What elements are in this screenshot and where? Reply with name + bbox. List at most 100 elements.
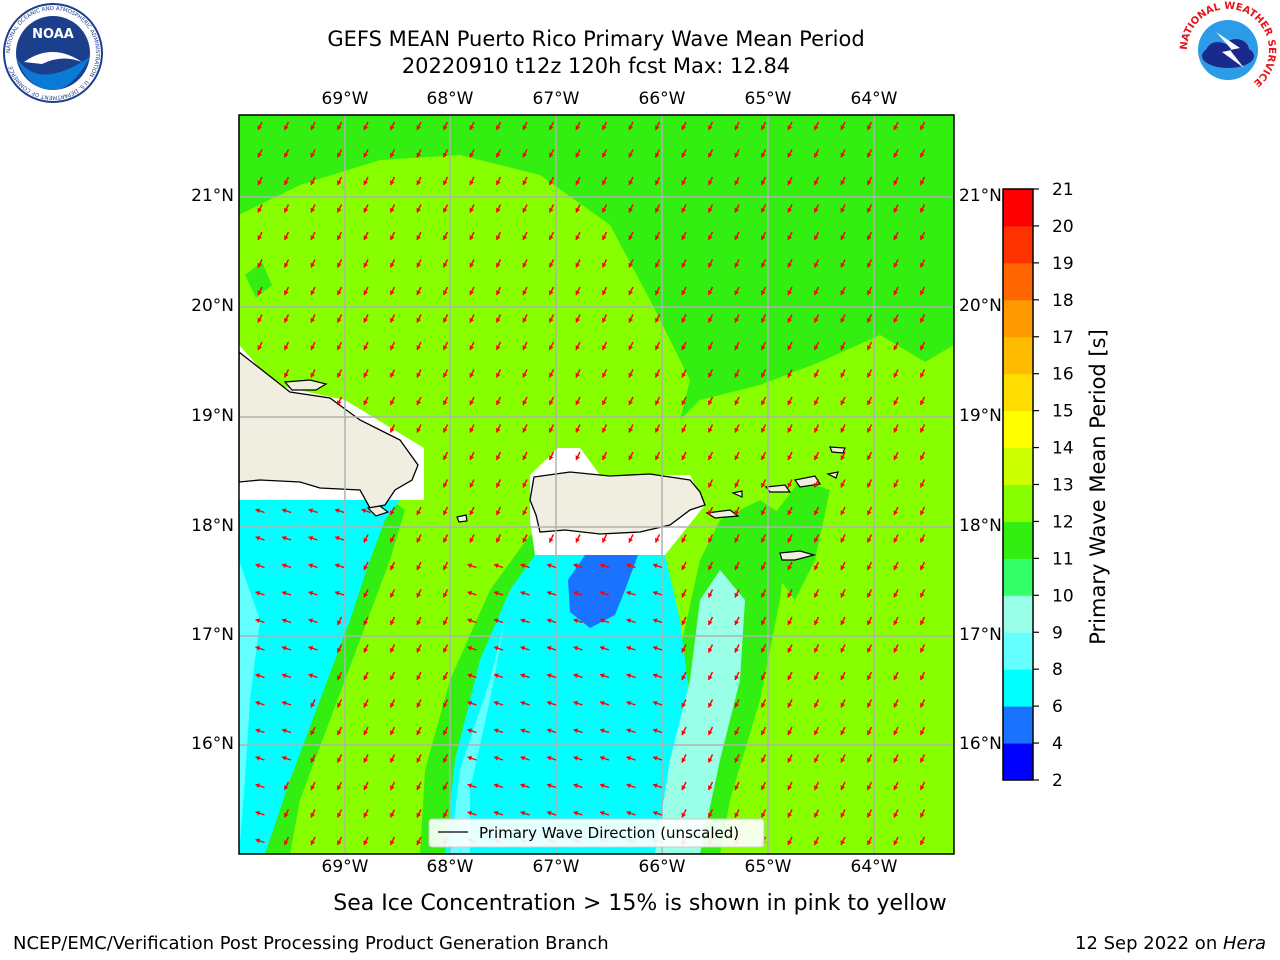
wave-arrow-head [840,207,846,213]
wave-arrow-head [416,235,422,240]
wave-arrow-head [494,590,499,596]
wave-arrow-head [761,317,766,323]
wave-arrow-head [308,673,314,679]
wave-arrow-head [255,508,261,514]
wave-arrow-head [520,645,526,651]
wave-arrow-head [602,207,607,213]
wave-arrow-head [653,645,658,651]
wave-arrow-head [363,537,369,543]
wave-arrow-head [496,125,501,130]
wave-arrow-head [840,427,846,433]
wave-arrow-head [522,455,528,460]
wave-arrow-head [814,675,819,680]
wave-arrow-head [255,590,261,596]
wave-arrow-head [363,372,369,378]
wave-arrow-head [469,207,475,213]
wave-arrow-head [600,590,605,596]
wave-arrow-head [708,730,713,735]
sea-ice-caption: Sea Ice Concentration > 15% is shown in … [333,891,947,916]
chart-title: GEFS MEAN Puerto Rico Primary Wave Mean … [327,27,865,51]
wave-arrow-head [920,290,925,295]
wave-arrow-head [708,207,713,213]
period-field-10-east [655,570,745,854]
wave-arrow-head [522,152,528,158]
wave-arrow-head [310,730,316,735]
wave-arrow-head [814,592,819,598]
wave-arrow-head [893,262,899,268]
wave-arrow-head [575,235,581,240]
wave-arrow-head [814,290,819,295]
wave-arrow-head [390,317,395,323]
wave-arrow-head [390,372,395,378]
colorbar-tick-label: 19 [1052,254,1074,274]
wave-arrow-head [549,125,554,130]
wave-arrow-head [575,372,581,378]
wave-arrow-head [255,535,261,541]
wave-arrow-head [416,290,422,295]
wave-arrow-head [708,757,713,763]
colorbar-segment [1003,262,1033,301]
wave-arrow-head [708,812,713,818]
wave-arrow-head [787,455,793,460]
wave-arrow-head [814,510,819,515]
wave-arrow-head [284,290,289,295]
wave-arrow-head [522,345,528,350]
wave-arrow-head [310,262,316,268]
wave-arrow-head [284,840,289,845]
wave-arrow-head [363,757,369,763]
wave-arrow-head [469,482,475,488]
wave-arrow-head [734,510,740,515]
lon-label-bottom: 67°W [532,857,580,877]
wave-arrow-head [257,125,263,130]
wave-arrow-head [681,207,687,213]
wave-arrow-head [284,812,289,818]
map-frame [238,114,955,855]
wave-arrow-head [390,537,395,543]
wave-arrow-head [335,590,340,596]
wave-arrow-head [628,537,634,543]
wave-arrow-head [787,372,793,378]
wave-arrow-head [787,620,793,625]
wave-arrow-head [787,262,793,268]
period-field-8-central [445,555,690,854]
wave-arrow-head [575,537,581,543]
wave-arrow-head [575,290,581,295]
wave-arrow-head [787,702,793,708]
wave-arrow-head [840,400,846,405]
wave-arrow-head [867,482,872,488]
wave-arrow-head [734,372,740,378]
wave-arrow-head [867,565,872,570]
wave-arrow-head [734,235,740,240]
wave-arrow-head [761,372,766,378]
colorbar-segment [1003,225,1033,264]
wave-arrow-head [814,757,819,763]
wave-arrow-head [840,675,846,680]
wave-arrow-head [602,427,607,433]
wave-arrow-head [867,647,872,653]
wave-arrow-head [893,702,899,708]
wave-arrow-head [787,180,793,185]
wave-arrow-head [628,290,634,295]
wave-arrow-head [416,207,422,213]
lat-label-left: 16°N [191,734,234,754]
colorbar-tick-label: 14 [1052,439,1074,459]
wave-arrow-head [626,590,632,596]
wave-arrow-head [787,537,793,543]
wave-arrow-head [494,810,499,816]
wave-arrow-head [337,317,342,323]
wave-arrow-head [469,510,475,515]
wave-arrow-head [708,125,713,130]
wave-arrow-head [814,125,819,130]
wave-arrow-head [655,290,660,295]
wave-arrow-head [893,125,899,130]
wave-arrow-head [443,675,448,680]
wave-arrow-head [867,537,872,543]
wave-arrow-head [708,235,713,240]
wave-arrow-head [255,838,261,844]
wave-arrow-head [443,647,448,653]
wave-arrow-head [549,262,554,268]
wave-arrow-head [681,675,687,680]
wave-arrow-head [337,785,342,790]
wave-arrow-head [600,728,605,734]
